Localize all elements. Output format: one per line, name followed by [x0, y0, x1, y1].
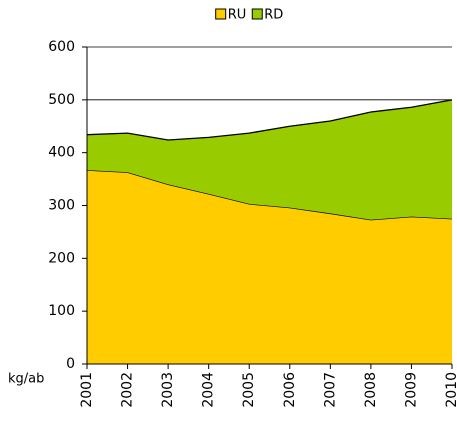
y-tick-label: 600 — [48, 39, 75, 55]
x-tick-label: 2008 — [363, 372, 379, 408]
x-tick-label: 2004 — [201, 372, 217, 408]
legend-swatch — [215, 8, 227, 20]
y-tick-label: 100 — [48, 303, 75, 319]
x-tick-label: 2009 — [403, 372, 419, 408]
x-tick-label: 2001 — [79, 372, 95, 408]
x-tick-label: 2005 — [241, 372, 257, 408]
area — [87, 99, 452, 220]
x-tick-label: 2010 — [444, 372, 457, 408]
y-axis-label: kg/ab — [8, 372, 44, 387]
x-tick-label: 2002 — [120, 372, 136, 408]
legend-label: RU — [228, 8, 247, 23]
area-outline — [86, 99, 453, 141]
y-tick-label: 200 — [48, 250, 75, 266]
x-tick-label: 2003 — [160, 372, 176, 408]
y-tick-label: 500 — [48, 92, 75, 108]
legend: RU RD — [215, 8, 283, 23]
y-tick-label: 400 — [48, 145, 75, 161]
y-tick-label: 300 — [48, 198, 75, 214]
legend-label: RD — [264, 8, 283, 23]
legend-swatch — [251, 8, 263, 20]
x-tick-label: 2007 — [322, 372, 338, 408]
x-tick-label: 2006 — [282, 372, 298, 408]
y-tick-label: 0 — [66, 356, 75, 372]
